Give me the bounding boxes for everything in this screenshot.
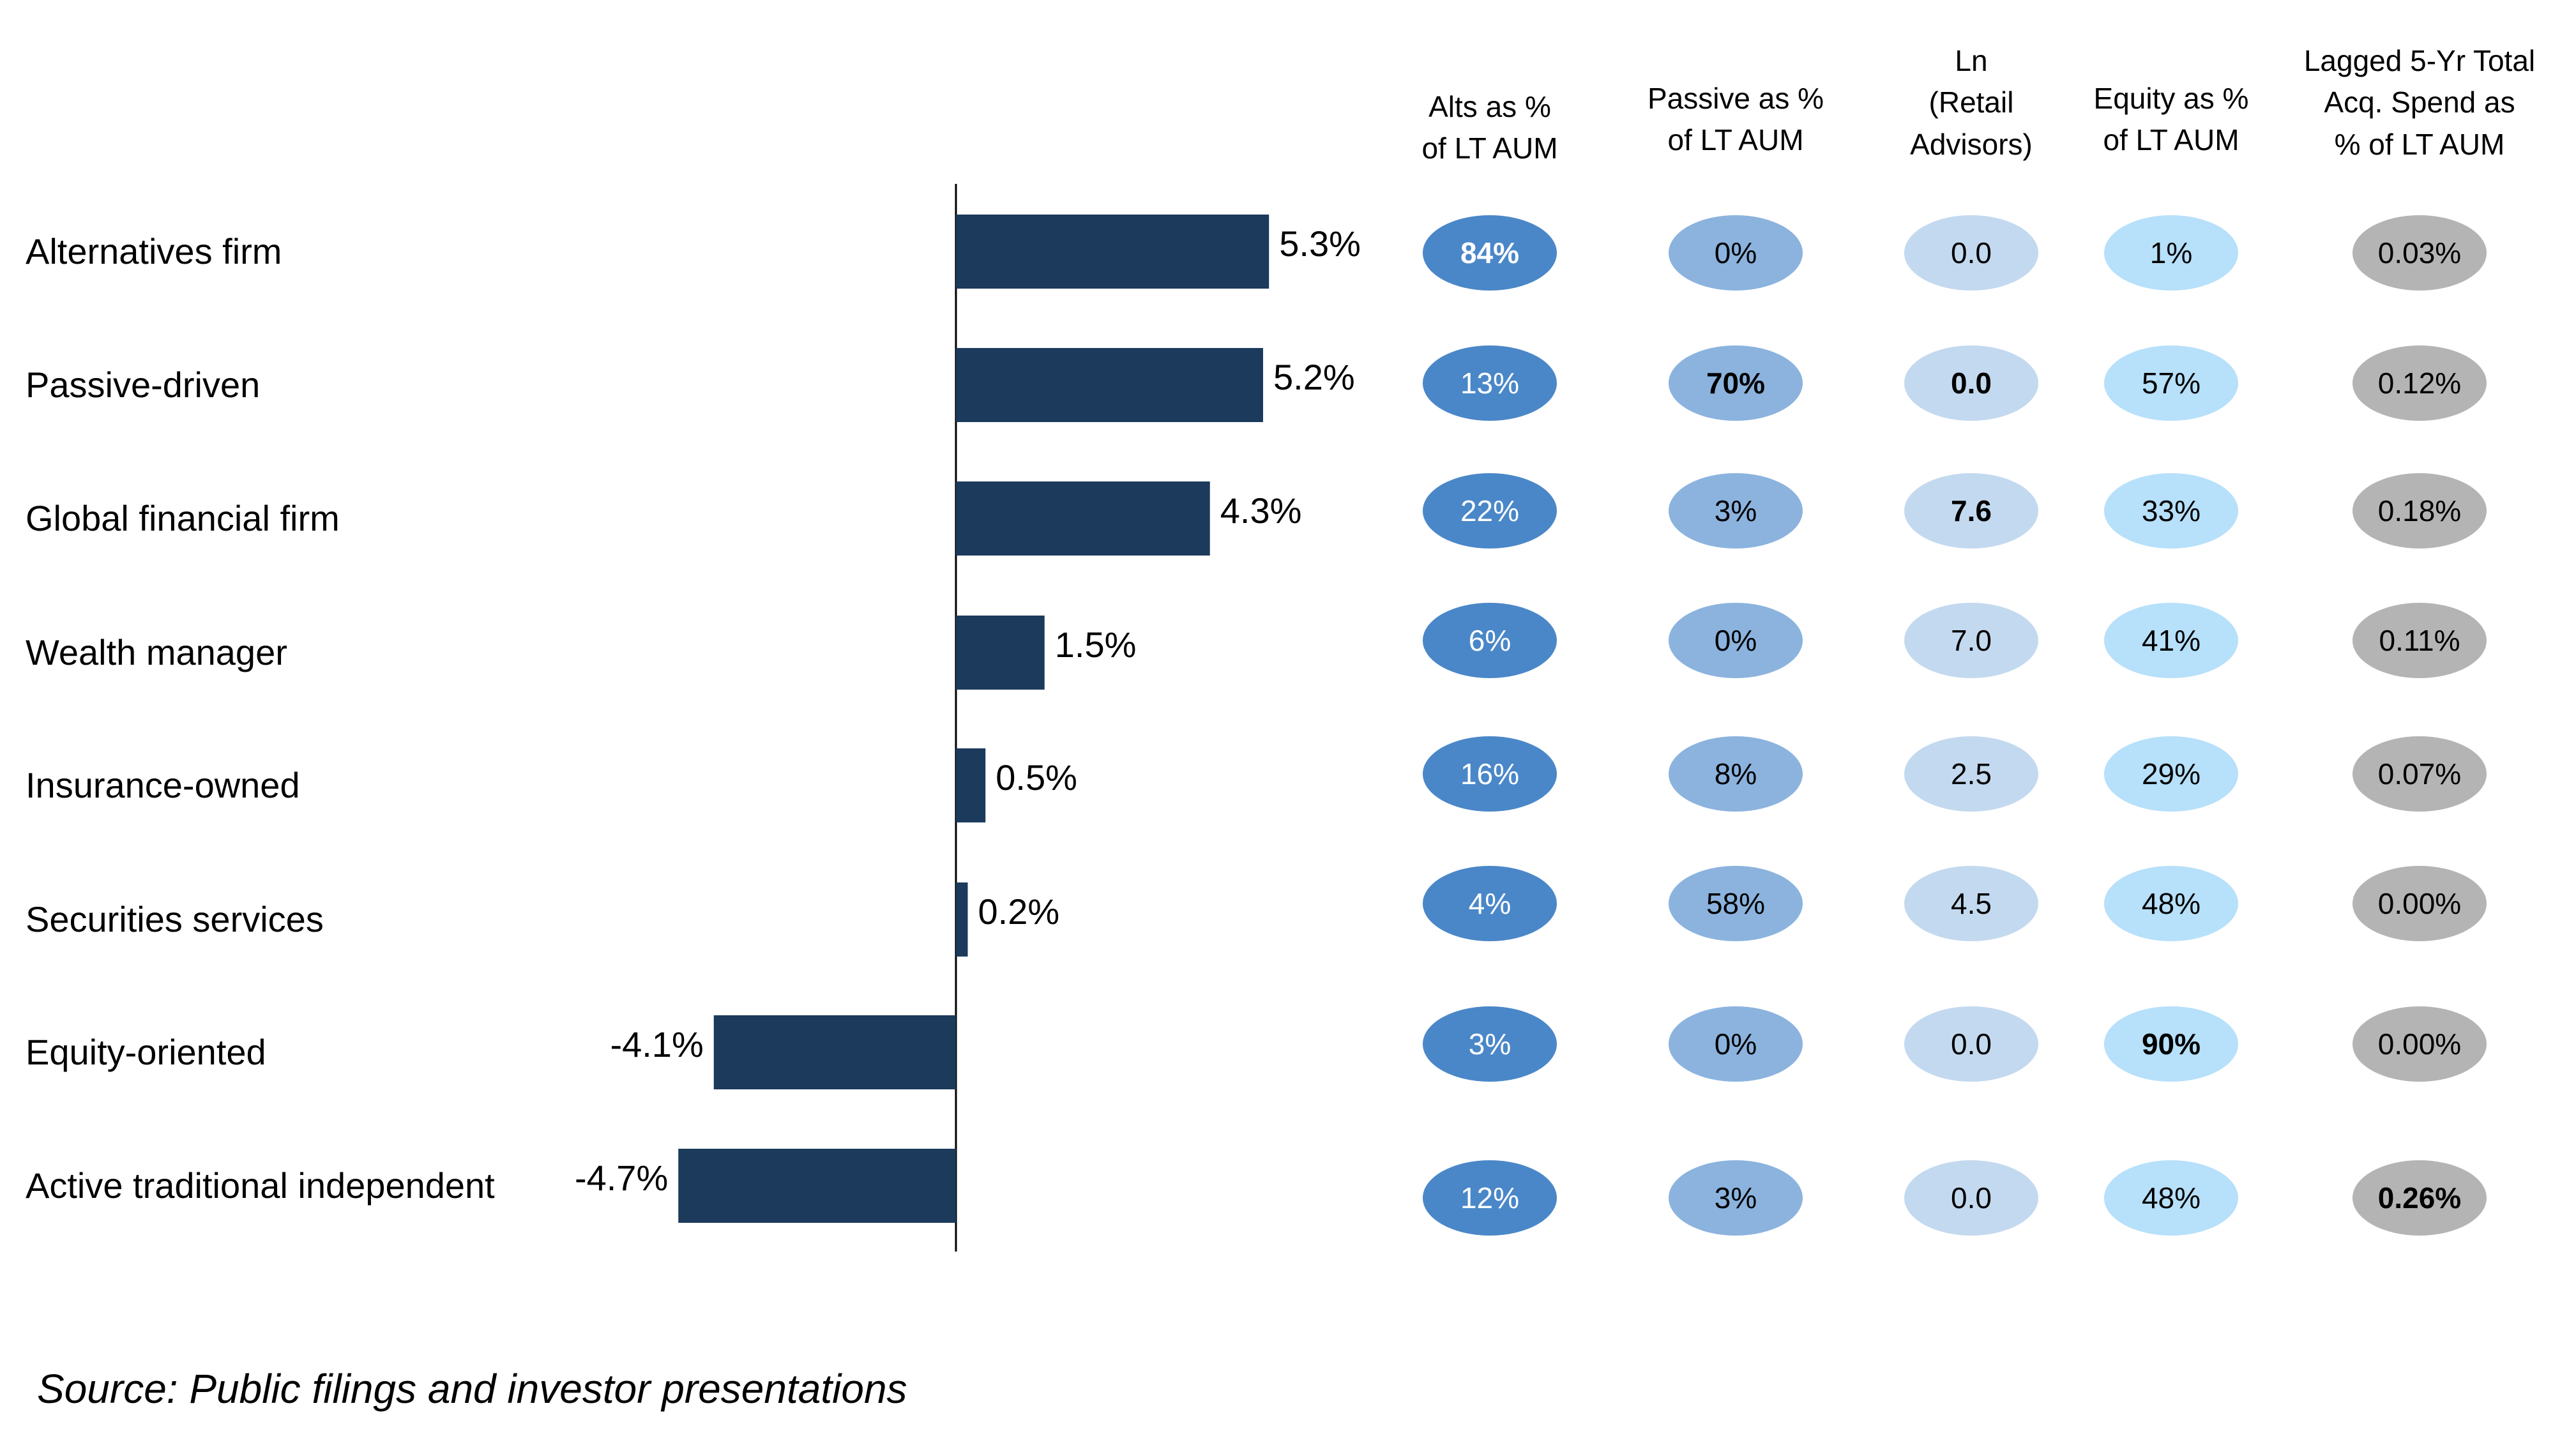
value-bubble: 0.00% <box>2352 866 2487 941</box>
value-bubble: 0.12% <box>2352 345 2487 421</box>
value-bubble: 0.0 <box>1904 215 2038 291</box>
value-bubble: 41% <box>2104 603 2238 678</box>
bar-value-label: 5.2% <box>1273 357 1355 397</box>
bar-value-label: 5.3% <box>1279 223 1361 264</box>
value-bubble: 48% <box>2104 866 2238 941</box>
category-label: Active traditional independent <box>26 1165 495 1206</box>
category-label: Alternatives firm <box>26 231 282 271</box>
category-label: Wealth manager <box>26 632 287 672</box>
value-bubble: 3% <box>1669 473 1803 549</box>
value-bubble: 70% <box>1669 345 1803 421</box>
value-bubble: 22% <box>1423 473 1557 549</box>
value-bubble: 0% <box>1669 603 1803 678</box>
value-bubble: 58% <box>1669 866 1803 941</box>
bar-value-label: 0.2% <box>978 891 1060 932</box>
bar <box>956 481 1210 556</box>
category-label: Equity-oriented <box>26 1032 266 1072</box>
value-bubble: 3% <box>1669 1160 1803 1236</box>
value-bubble: 7.6 <box>1904 473 2038 549</box>
value-bubble: 7.0 <box>1904 603 2038 678</box>
bar <box>956 348 1263 422</box>
bar-value-label: -4.7% <box>575 1158 668 1198</box>
value-bubble: 0.11% <box>2352 603 2487 678</box>
value-bubble: 0.0 <box>1904 1006 2038 1082</box>
value-bubble: 29% <box>2104 736 2238 812</box>
value-bubble: 0.0 <box>1904 345 2038 421</box>
value-bubble: 0.18% <box>2352 473 2487 549</box>
value-bubble: 0.26% <box>2352 1160 2487 1236</box>
category-label: Passive-driven <box>26 365 261 405</box>
bar <box>956 616 1045 690</box>
value-bubble: 0.0 <box>1904 1160 2038 1236</box>
bar <box>956 748 986 822</box>
bar <box>713 1015 956 1089</box>
category-label: Securities services <box>26 899 324 939</box>
value-bubble: 13% <box>1423 345 1557 421</box>
value-bubble: 6% <box>1423 603 1557 678</box>
value-bubble: 48% <box>2104 1160 2238 1236</box>
value-bubble: 4.5 <box>1904 866 2038 941</box>
value-bubble: 2.5 <box>1904 736 2038 812</box>
value-bubble: 84% <box>1423 215 1557 291</box>
value-bubble: 57% <box>2104 345 2238 421</box>
value-bubble: 90% <box>2104 1006 2238 1082</box>
value-bubble: 0% <box>1669 215 1803 291</box>
bar-value-label: 4.3% <box>1220 490 1302 531</box>
bar <box>956 215 1269 289</box>
bar <box>678 1149 956 1223</box>
value-bubble: 0.00% <box>2352 1006 2487 1082</box>
value-bubble: 0.07% <box>2352 736 2487 812</box>
column-header: Ln (Retail Advisors) <box>1910 44 2033 161</box>
bar <box>956 882 968 957</box>
value-bubble: 3% <box>1423 1006 1557 1082</box>
source-note: Source: Public filings and investor pres… <box>37 1366 907 1412</box>
category-label: Global financial firm <box>26 498 340 538</box>
column-header: Alts as % of LT AUM <box>1421 90 1558 165</box>
category-label: Insurance-owned <box>26 765 300 805</box>
bar-value-label: 0.5% <box>996 757 1077 798</box>
value-bubble: 16% <box>1423 736 1557 812</box>
value-bubble: 1% <box>2104 215 2238 291</box>
value-bubble: 4% <box>1423 866 1557 941</box>
value-bubble: 0% <box>1669 1006 1803 1082</box>
value-bubble: 12% <box>1423 1160 1557 1236</box>
value-bubble: 8% <box>1669 736 1803 812</box>
column-header: Lagged 5-Yr Total Acq. Spend as % of LT … <box>2303 44 2536 161</box>
value-bubble: 33% <box>2104 473 2238 549</box>
column-header: Equity as % of LT AUM <box>2093 82 2249 157</box>
column-header: Passive as % of LT AUM <box>1647 82 1824 157</box>
bar-value-label: 1.5% <box>1055 624 1137 665</box>
bar-value-label: -4.1% <box>610 1024 703 1064</box>
value-bubble: 0.03% <box>2352 215 2487 291</box>
